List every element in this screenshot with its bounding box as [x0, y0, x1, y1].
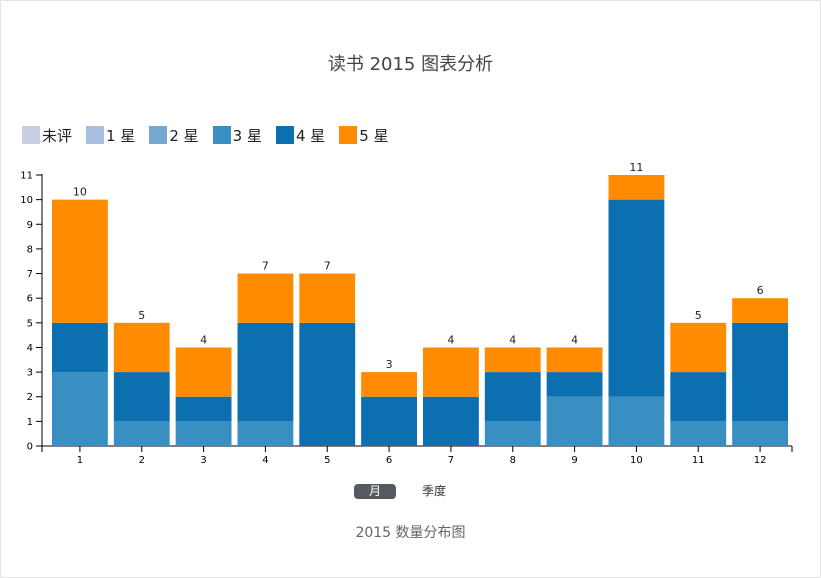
bar-segment	[670, 372, 727, 422]
bar-total-label: 4	[447, 333, 454, 346]
bar-segment	[52, 199, 108, 323]
bar-segment	[608, 396, 665, 446]
chart-caption: 2015 数量分布图	[355, 525, 466, 541]
legend-item[interactable]: 1 星	[86, 125, 135, 146]
legend-item[interactable]: 3 星	[212, 125, 262, 146]
bar-segment	[113, 372, 170, 422]
legend-swatch	[86, 126, 105, 144]
legend-swatch	[22, 126, 40, 144]
bar-total-label: 6	[757, 284, 764, 297]
legend-label: 未评	[42, 126, 73, 145]
bar-segment	[52, 372, 108, 446]
bar-segment	[175, 347, 232, 397]
legend-item[interactable]: 2 星	[149, 125, 199, 146]
y-tick-label: 8	[27, 244, 33, 255]
legend-swatch	[149, 126, 168, 144]
legend: 未评 1 星 2 星 3 星 4 星 5 星	[22, 125, 403, 145]
legend-label: 5 星	[359, 126, 389, 145]
bar-total-label: 5	[138, 309, 145, 322]
bar-segment	[113, 322, 170, 373]
x-tick-label: 1	[77, 455, 83, 466]
bar-segment	[361, 396, 417, 446]
bar-total-label: 7	[262, 260, 269, 273]
bar-segment	[608, 175, 665, 200]
legend-swatch	[339, 126, 358, 144]
legend-item[interactable]: 4 星	[275, 125, 326, 146]
legend-item[interactable]: 5 星	[339, 125, 389, 146]
bar-segment	[546, 347, 603, 373]
x-tick-label: 3	[200, 455, 206, 466]
x-tick-label: 6	[386, 455, 392, 466]
bar-segment	[299, 273, 356, 323]
bar-segment	[732, 298, 788, 323]
legend-label: 4 星	[295, 126, 326, 145]
y-tick-label: 6	[27, 294, 33, 305]
legend-label: 1 星	[106, 126, 136, 145]
bar-total-label: 11	[629, 161, 643, 174]
x-tick-label: 7	[448, 455, 454, 466]
x-tick-label: 8	[510, 455, 516, 466]
legend-item[interactable]: 未评	[22, 125, 72, 146]
x-tick-label: 4	[262, 455, 268, 466]
x-tick-label: 5	[324, 455, 330, 466]
x-tick-label: 2	[139, 455, 145, 466]
bar-segment	[52, 322, 108, 373]
bar-segment	[546, 396, 603, 446]
bar-total-label: 10	[73, 186, 87, 199]
y-tick-label: 4	[27, 343, 33, 354]
bar-segment	[423, 396, 479, 446]
bar-segment	[361, 372, 417, 397]
x-tick-label: 12	[754, 455, 767, 466]
y-tick-label: 5	[27, 318, 33, 329]
legend-label: 2 星	[169, 126, 199, 145]
bar-segment	[732, 421, 788, 446]
legend-swatch	[275, 126, 294, 144]
bar-total-label: 5	[695, 309, 702, 322]
x-tick-label: 9	[571, 455, 577, 466]
y-tick-label: 9	[27, 220, 33, 231]
quarter-toggle-button[interactable]: 季度	[422, 484, 447, 498]
x-tick-label: 10	[630, 455, 643, 466]
bar-segment	[608, 199, 665, 397]
bar-segment	[237, 322, 294, 422]
chart-title: 读书 2015 图表分析	[327, 54, 494, 75]
period-toggle: 月 季度	[354, 484, 454, 499]
bar-segment	[113, 421, 170, 446]
y-tick-label: 11	[20, 171, 33, 182]
bar-total-label: 4	[571, 333, 578, 346]
bar-segment	[670, 421, 727, 446]
bar-segment	[175, 396, 232, 422]
y-tick-label: 1	[27, 417, 33, 428]
bar-segment	[299, 322, 356, 446]
legend-swatch	[212, 126, 231, 144]
bar-segment	[484, 372, 541, 422]
y-tick-label: 2	[27, 392, 33, 403]
bar-total-label: 3	[386, 358, 393, 371]
y-tick-label: 7	[27, 269, 33, 280]
month-toggle-button[interactable]: 月	[354, 484, 396, 499]
bar-segment	[670, 322, 727, 373]
y-tick-label: 10	[20, 195, 33, 206]
bar-total-label: 7	[324, 260, 331, 273]
y-tick-label: 0	[27, 442, 33, 453]
bar-total-label: 4	[509, 333, 516, 346]
bar-segment	[484, 347, 541, 373]
bar-segment	[237, 421, 294, 446]
bar-segment	[732, 322, 788, 422]
legend-label: 3 星	[232, 126, 262, 145]
bar-segment	[237, 273, 294, 323]
bar-segment	[484, 421, 541, 446]
y-tick-label: 3	[27, 368, 33, 379]
bar-segment	[175, 421, 232, 446]
bar-segment	[423, 347, 479, 397]
x-tick-label: 11	[692, 455, 705, 466]
bar-segment	[546, 372, 603, 397]
bar-total-label: 4	[200, 333, 207, 346]
